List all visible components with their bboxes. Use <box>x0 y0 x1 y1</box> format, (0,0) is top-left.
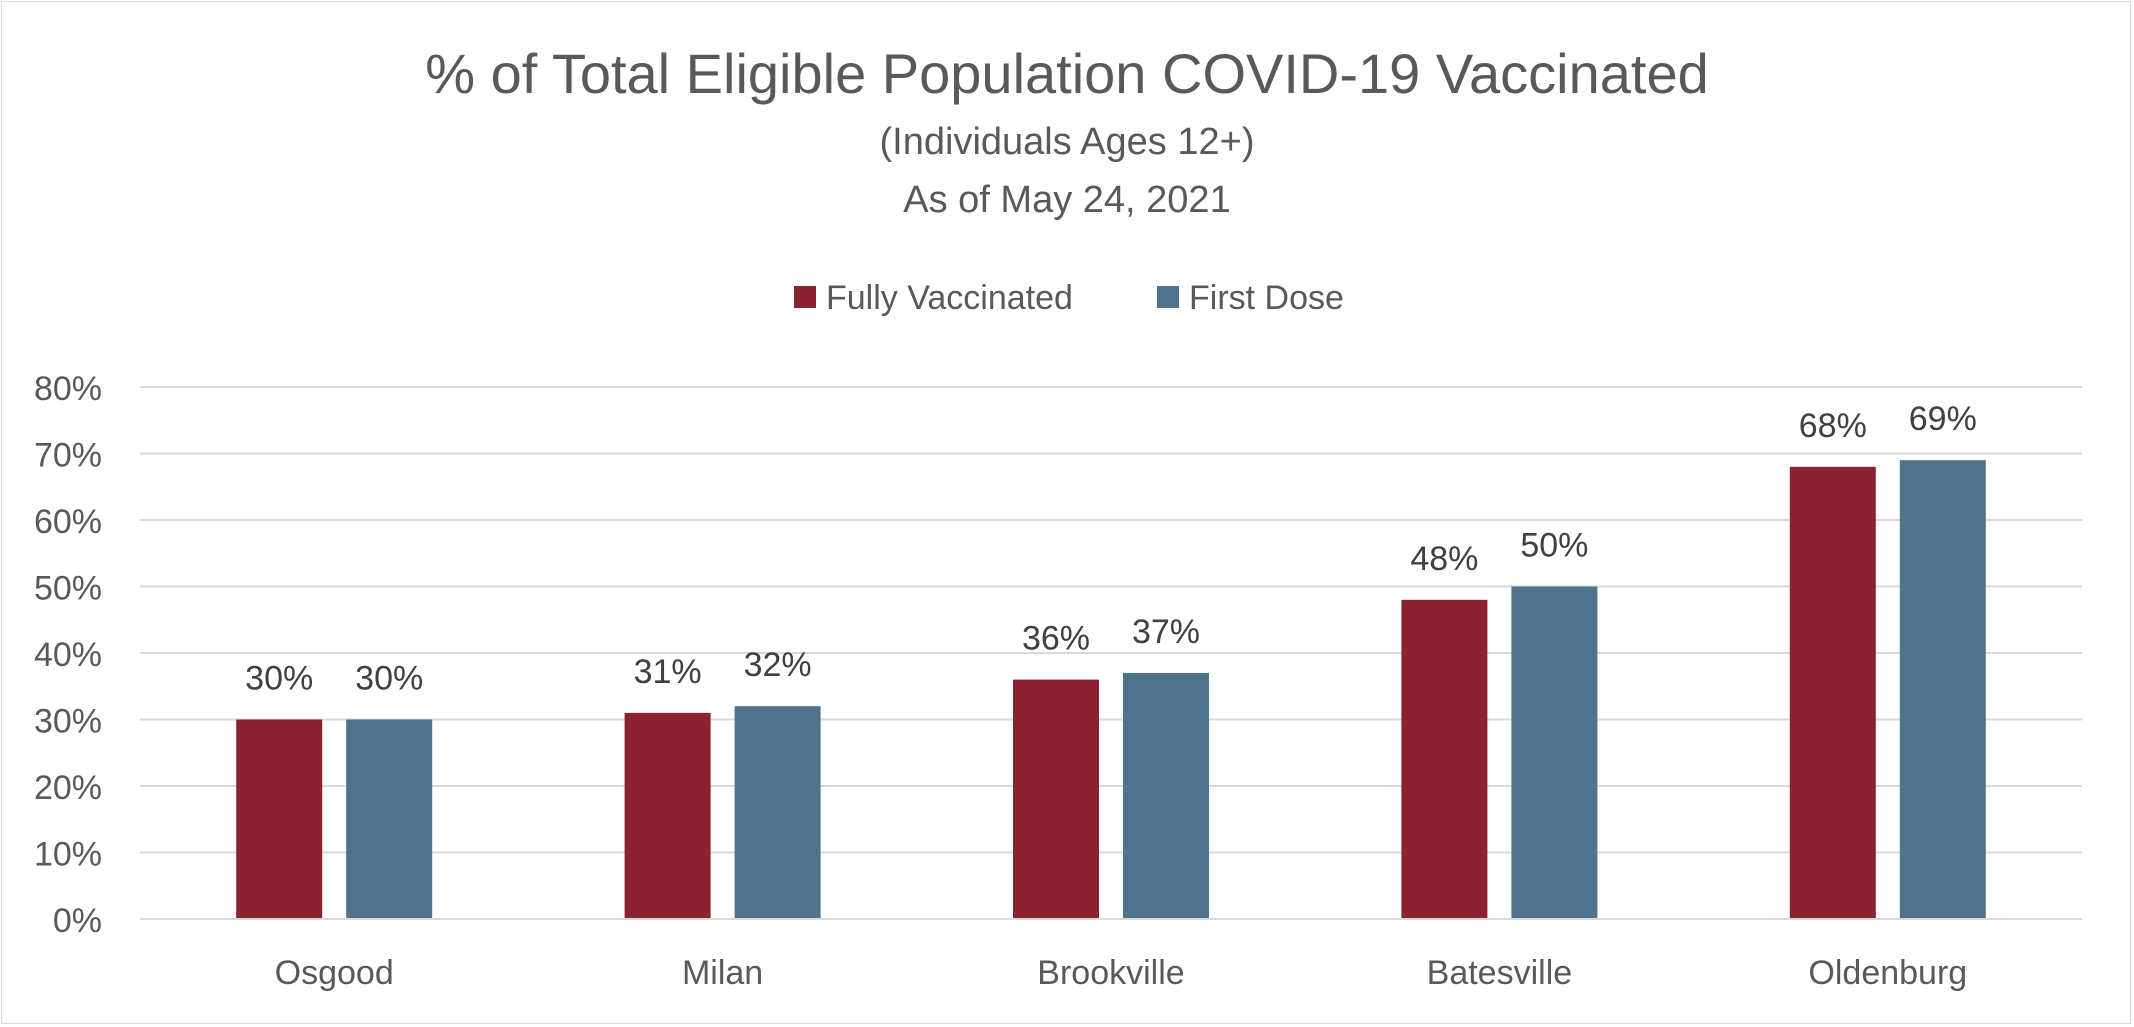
data-label: 48% <box>1410 540 1478 578</box>
bar-brookville-first-dose <box>1123 672 1209 919</box>
bar-batesville-fully-vaccinated <box>1401 599 1488 919</box>
y-axis: 0% 10% 20% 30% 40% 50% 60% 70% 80% <box>34 370 102 940</box>
data-label: 30% <box>355 660 423 698</box>
legend-swatch-fully-vaccinated <box>794 286 816 308</box>
y-tick-label: 60% <box>34 503 102 541</box>
data-label: 69% <box>1909 400 1977 438</box>
legend-swatch-first-dose <box>1157 286 1179 308</box>
data-label: 37% <box>1132 613 1200 651</box>
bar-batesville-first-dose <box>1511 586 1598 919</box>
bar-osgood-fully-vaccinated <box>236 719 323 919</box>
chart-subtitle-line-2: As of May 24, 2021 <box>903 179 1230 221</box>
data-label: 31% <box>634 653 702 691</box>
y-tick-label: 20% <box>34 769 102 807</box>
x-axis: Osgood Milan Brookville Batesville Oldenburg <box>140 918 2082 992</box>
legend-label: Fully Vaccinated <box>826 279 1073 317</box>
x-category-label: Batesville <box>1427 954 1573 992</box>
chart-title: % of Total Eligible Population COVID-19 … <box>425 42 1709 105</box>
data-label: 36% <box>1022 620 1090 658</box>
bar-brookville-fully-vaccinated <box>1013 679 1099 919</box>
y-tick-label: 30% <box>34 703 102 741</box>
data-label: 30% <box>245 660 313 698</box>
y-tick-label: 70% <box>34 437 102 475</box>
data-label: 68% <box>1799 407 1867 445</box>
bar-oldenburg-fully-vaccinated <box>1789 466 1876 919</box>
x-category-label: Brookville <box>1037 954 1184 992</box>
legend-label: First Dose <box>1189 279 1344 317</box>
y-tick-label: 80% <box>34 370 102 408</box>
bar-osgood-first-dose <box>346 719 433 919</box>
y-tick-label: 40% <box>34 636 102 674</box>
x-category-label: Oldenburg <box>1808 954 1967 992</box>
y-tick-label: 10% <box>34 836 102 874</box>
y-tick-label: 50% <box>34 570 102 608</box>
bar-oldenburg-first-dose <box>1899 460 1986 919</box>
y-tick-label: 0% <box>53 902 102 940</box>
chart-subtitle-line-1: (Individuals Ages 12+) <box>880 121 1255 163</box>
data-label: 32% <box>744 646 812 684</box>
bar-milan-first-dose <box>734 706 821 919</box>
data-label: 50% <box>1520 527 1588 565</box>
x-category-label: Milan <box>682 954 763 992</box>
bars <box>236 460 1986 919</box>
chart-title-group: % of Total Eligible Population COVID-19 … <box>425 42 1709 221</box>
x-category-label: Osgood <box>275 954 394 992</box>
legend: Fully Vaccinated First Dose <box>794 279 1344 317</box>
bar-milan-fully-vaccinated <box>624 712 711 919</box>
data-labels: 30% 30% 31% 32% 36% 37% 48% 50% 68% 69% <box>245 400 1977 697</box>
